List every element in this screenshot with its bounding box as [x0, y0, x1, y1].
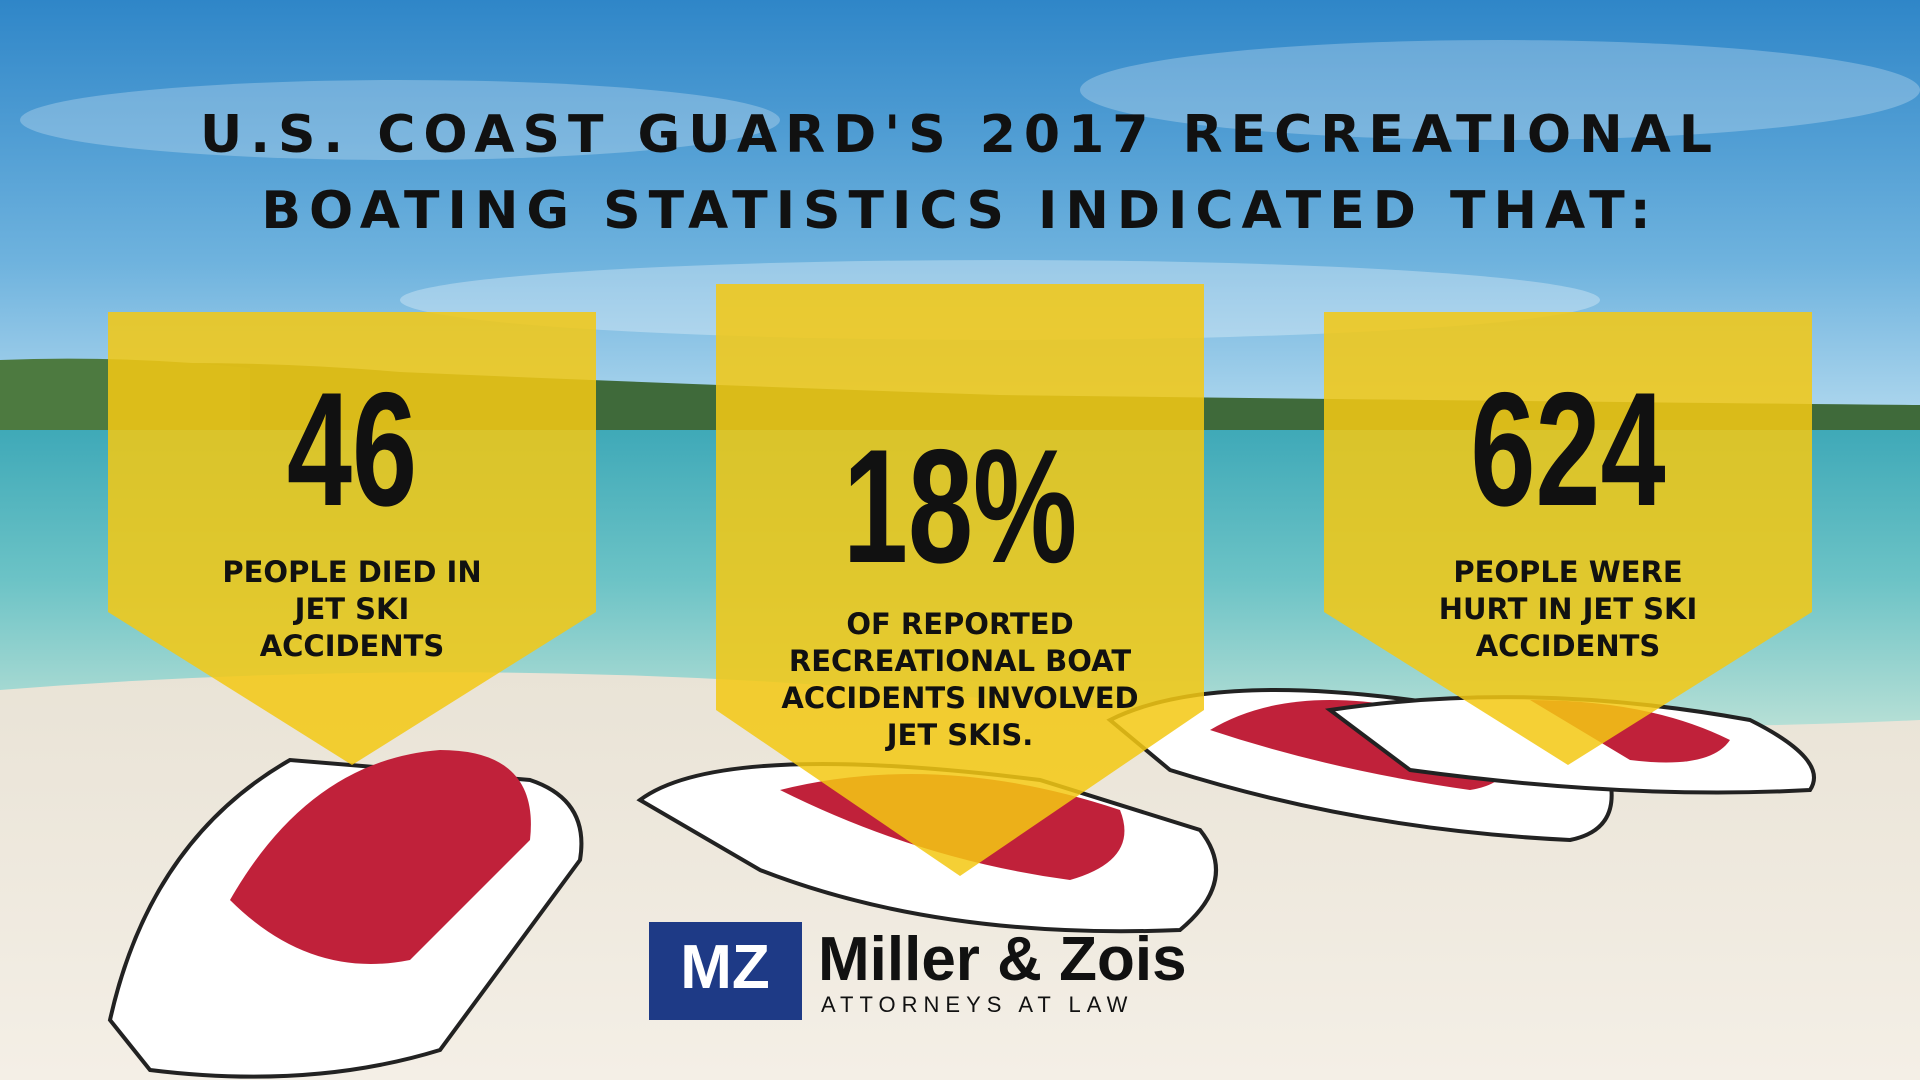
logo-box [649, 922, 802, 1020]
stat-description: RECREATIONAL BOAT [789, 644, 1131, 678]
card-shape [1324, 312, 1812, 765]
card-shape [716, 284, 1204, 876]
logo-tagline: ATTORNEYS AT LAW [821, 992, 1133, 1017]
logo: MZ Miller & Zois ATTORNEYS AT LAW [649, 922, 1187, 1020]
stat-description: JET SKIS. [885, 718, 1034, 752]
stat-value: 624 [1470, 358, 1665, 539]
stat-description: PEOPLE DIED IN [222, 555, 481, 589]
stat-value: 18% [843, 415, 1077, 596]
stat-description: ACCIDENTS [260, 629, 445, 663]
title-line: U.S. COAST GUARD'S 2017 RECREATIONAL [200, 105, 1720, 165]
stat-description: HURT IN JET SKI [1439, 592, 1698, 626]
logo-mark: MZ [680, 933, 770, 1002]
title-line: BOATING STATISTICS INDICATED THAT: [261, 181, 1658, 241]
stat-description: OF REPORTED [846, 607, 1073, 641]
card-shape [108, 312, 596, 765]
logo-name: Miller & Zois [818, 925, 1187, 994]
stat-description: ACCIDENTS [1476, 629, 1661, 663]
stat-description: ACCIDENTS INVOLVED [781, 681, 1138, 715]
stat-value: 46 [287, 358, 417, 539]
title: U.S. COAST GUARD'S 2017 RECREATIONAL BOA… [200, 105, 1720, 241]
stat-description: JET SKI [293, 592, 410, 626]
stat-description: PEOPLE WERE [1453, 555, 1682, 589]
